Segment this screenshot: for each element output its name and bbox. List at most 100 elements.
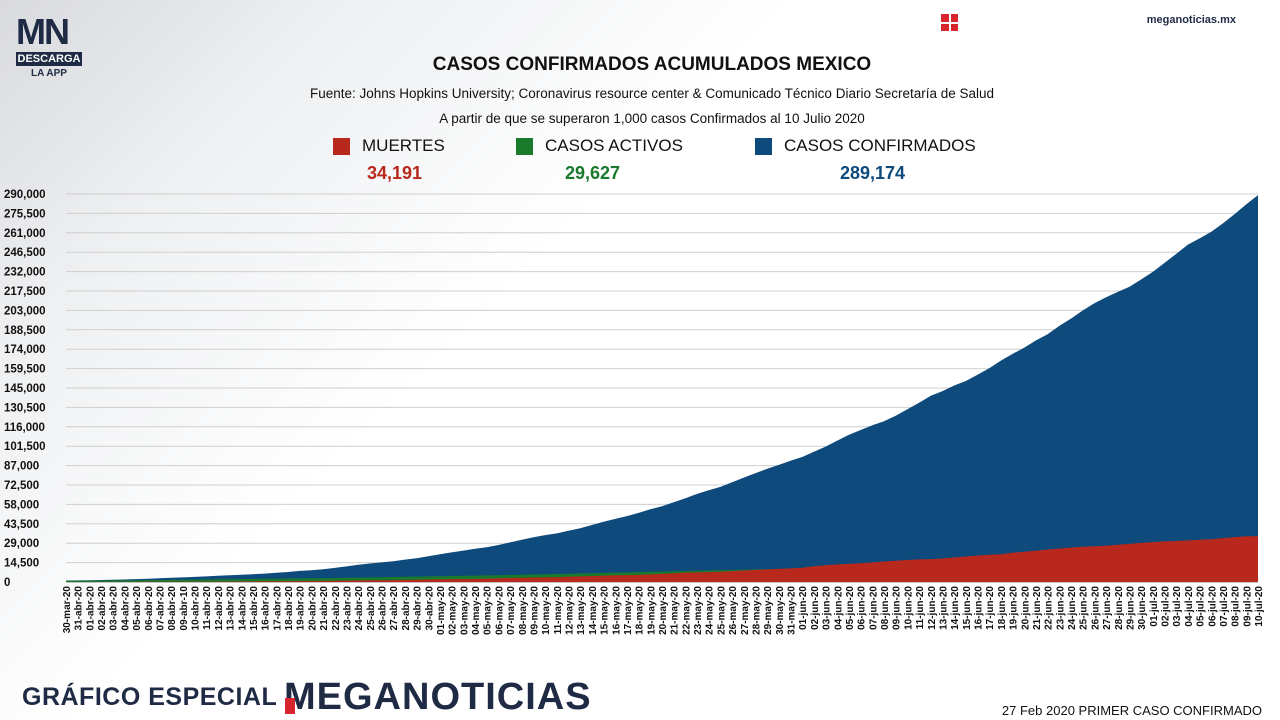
x-tick-label: 01-may-20 [436, 586, 447, 635]
x-tick-label: 30-mar-20 [62, 586, 73, 634]
x-tick-label: 01-jun-20 [798, 586, 809, 630]
x-tick-label: 04-abr-20 [120, 586, 131, 631]
y-tick-label: 174,000 [4, 344, 46, 356]
x-tick-label: 04-jun-20 [833, 586, 844, 630]
x-tick-label: 27-may-20 [740, 586, 751, 635]
logo-descarga-label: DESCARGA [16, 52, 82, 66]
area-casos-confirmados [66, 195, 1258, 582]
x-tick-label: 23-jun-20 [1055, 586, 1066, 630]
x-tick-label: 01-abr-20 [85, 586, 96, 631]
x-tick-label: 24-jun-20 [1067, 586, 1078, 630]
x-tick-label: 15-jun-20 [962, 586, 973, 630]
logo-mn: M N [16, 14, 82, 50]
x-tick-label: 15-may-20 [600, 586, 611, 635]
x-tick-label: 03-jul-20 [1172, 586, 1183, 627]
x-tick-label: 27-abr-20 [389, 586, 400, 631]
footer-brand-m: M [284, 676, 317, 719]
x-tick-label: 18-jun-20 [997, 586, 1008, 630]
x-tick-label: 05-may-20 [483, 586, 494, 635]
x-tick-label: 06-jul-20 [1207, 586, 1218, 627]
y-tick-label: 217,500 [4, 286, 46, 298]
x-axis-ticks: 30-mar-20 31-abr-20 01-abr-20 02-abr-20 03-a… [62, 586, 1265, 635]
x-tick-label: 02-may-20 [448, 586, 459, 635]
x-tick-label: 11-jun-20 [915, 586, 926, 630]
x-tick-label: 24-abr-20 [354, 586, 365, 631]
legend-confirmados: CASOS CONFIRMADOS [755, 136, 976, 156]
area-chart: 0 14,500 29,000 43,500 58,000 72,500 87,000 101… [4, 189, 1265, 635]
x-tick-label: 16-jun-20 [974, 586, 985, 630]
legend-total-confirmados: 289,174 [840, 163, 906, 183]
legend-total-muertes: 34,191 [367, 163, 423, 183]
x-tick-label: 09-jun-20 [892, 586, 903, 630]
x-tick-label: 07-may-20 [506, 586, 517, 635]
x-tick-label: 15-abr-20 [249, 586, 260, 631]
x-tick-label: 29-jun-20 [1125, 586, 1136, 630]
x-tick-label: 22-jun-20 [1044, 586, 1055, 630]
x-tick-label: 02-jun-20 [810, 586, 821, 630]
y-tick-label: 72,500 [4, 480, 39, 492]
x-tick-label: 19-may-20 [646, 586, 657, 635]
legend-activos: CASOS ACTIVOS [516, 136, 683, 156]
x-tick-label: 03-may-20 [459, 586, 470, 635]
area-muertes [66, 536, 1258, 582]
x-tick-label: 10-may-20 [541, 586, 552, 635]
y-tick-label: 203,000 [4, 305, 46, 317]
y-tick-label: 14,500 [4, 558, 39, 570]
x-tick-label: 29-may-20 [763, 586, 774, 635]
y-tick-label: 116,000 [4, 422, 45, 434]
x-tick-label: 05-jun-20 [845, 586, 856, 630]
footer-brand-logo: M EGANOTICIAS [284, 676, 592, 719]
x-tick-label: 26-abr-20 [378, 586, 389, 631]
y-tick-label: 87,000 [4, 461, 39, 473]
x-tick-label: 04-jul-20 [1184, 586, 1195, 627]
x-tick-label: 25-may-20 [716, 586, 727, 635]
x-tick-label: 25-jun-20 [1079, 586, 1090, 630]
meganoticias-app-logo[interactable]: M N DESCARGA LA APP [16, 14, 82, 79]
x-tick-label: 31-abr-20 [74, 586, 85, 631]
legend-swatch-muertes [333, 137, 350, 155]
x-tick-label: 06-may-20 [494, 586, 505, 635]
y-tick-label: 43,500 [4, 519, 39, 531]
x-tick-label: 26-jun-20 [1090, 586, 1101, 630]
x-tick-label: 05-jul-20 [1196, 586, 1207, 627]
y-tick-label: 159,500 [4, 364, 46, 376]
chart-areas [66, 195, 1258, 582]
x-tick-label: 08-may-20 [518, 586, 529, 635]
x-tick-label: 26-may-20 [728, 586, 739, 635]
x-tick-label: 21-jun-20 [1032, 586, 1043, 630]
chart-title: CASOS CONFIRMADOS ACUMULADOS MEXICO [432, 54, 872, 75]
x-tick-label: 07-abr-20 [155, 586, 166, 631]
x-tick-label: 06-jun-20 [857, 586, 868, 630]
legend-label-confirmados: CASOS CONFIRMADOS [784, 136, 976, 155]
x-tick-label: 30-abr-20 [424, 586, 435, 631]
x-tick-label: 12-may-20 [565, 586, 576, 635]
x-tick-label: 03-abr-20 [109, 586, 120, 631]
chart-source: Fuente: Johns Hopkins University; Corona… [309, 86, 995, 101]
x-tick-label: 08-jun-20 [880, 586, 891, 630]
y-tick-label: 101,500 [4, 441, 46, 453]
x-tick-label: 17-jun-20 [985, 586, 996, 630]
footer-grafico-especial: GRÁFICO ESPECIAL [22, 683, 278, 711]
x-tick-label: 09-jul-20 [1242, 586, 1253, 627]
x-tick-label: 21-may-20 [670, 586, 681, 635]
x-tick-label: 23-abr-20 [342, 586, 353, 631]
x-tick-label: 13-abr-20 [226, 586, 237, 631]
x-tick-label: 06-abr-20 [144, 586, 155, 631]
x-tick-label: 08-abr-20 [167, 586, 178, 631]
x-tick-label: 30-may-20 [775, 586, 786, 635]
x-tick-label: 01-jul-20 [1149, 586, 1160, 627]
x-tick-label: 07-jul-20 [1219, 586, 1230, 627]
x-tick-label: 02-abr-20 [97, 586, 108, 631]
x-tick-label: 10-jul-20 [1254, 586, 1265, 627]
logo-app-label: LA APP [31, 68, 67, 79]
x-tick-label: 12-jun-20 [927, 586, 938, 630]
y-tick-label: 275,500 [4, 208, 46, 220]
legend-label-muertes: MUERTES [362, 136, 445, 155]
x-tick-label: 28-may-20 [751, 586, 762, 635]
x-tick-label: 14-may-20 [588, 586, 599, 635]
y-tick-label: 29,000 [4, 538, 39, 550]
x-tick-label: 21-abr-20 [319, 586, 330, 631]
x-tick-label: 18-abr-20 [284, 586, 295, 631]
x-tick-label: 11-may-20 [553, 586, 564, 635]
x-tick-label: 28-jun-20 [1114, 586, 1125, 630]
